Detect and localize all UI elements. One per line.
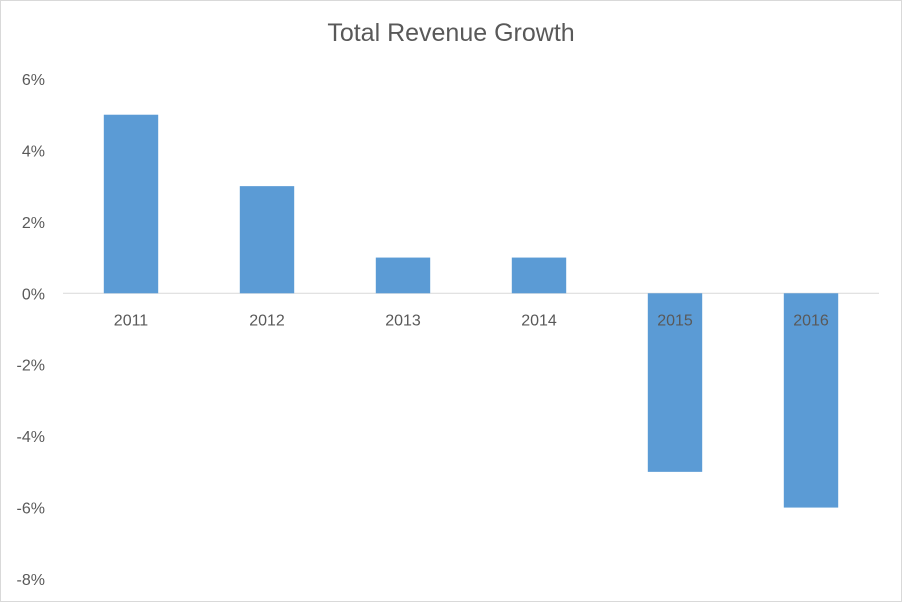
y-tick-label: 2%: [22, 215, 45, 232]
chart-title: Total Revenue Growth: [327, 19, 575, 47]
bar-2016: [783, 293, 839, 508]
y-tick-label: -6%: [17, 501, 45, 518]
bar-2012: [239, 186, 295, 294]
y-axis-labels: 6% 4% 2% 0% -2% -4% -6% -8%: [17, 72, 45, 589]
x-tick-label: 2011: [114, 312, 149, 329]
x-tick-label: 2016: [793, 312, 829, 329]
bars: [103, 114, 839, 508]
bar-2014: [511, 257, 567, 294]
x-tick-label: 2012: [249, 312, 285, 329]
bar-2013: [375, 257, 431, 294]
y-tick-label: 0%: [22, 286, 45, 303]
bar-2015: [647, 293, 703, 472]
y-tick-label: 4%: [22, 143, 45, 160]
x-tick-label: 2013: [385, 312, 421, 329]
y-tick-label: -4%: [17, 429, 45, 446]
y-tick-label: 6%: [22, 72, 45, 89]
x-tick-label: 2014: [521, 312, 557, 329]
bar-2011: [103, 114, 159, 294]
x-axis-labels: 2011 2012 2013 2014 2015 2016: [114, 312, 829, 329]
y-tick-label: -8%: [17, 572, 45, 589]
x-tick-label: 2015: [657, 312, 693, 329]
y-tick-label: -2%: [17, 358, 45, 375]
